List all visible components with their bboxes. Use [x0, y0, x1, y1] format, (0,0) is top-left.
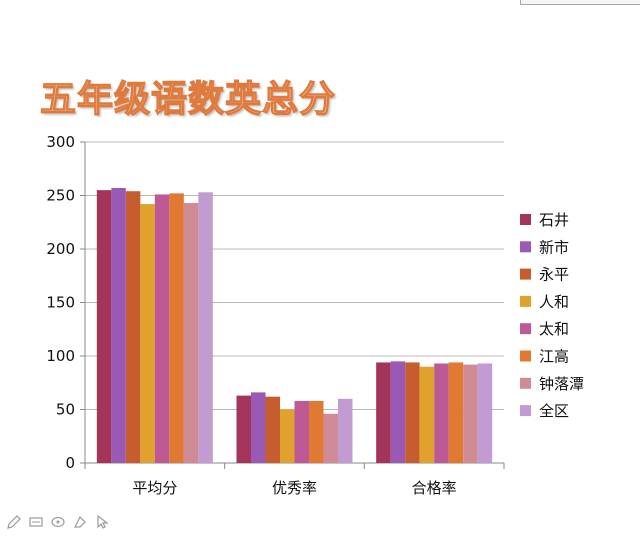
eraser-icon[interactable] — [50, 514, 66, 530]
y-tick-label: 0 — [65, 454, 75, 472]
bar-江高-平均分 — [169, 193, 184, 464]
y-tick-label: 300 — [46, 133, 75, 151]
bar-石井-平均分 — [96, 190, 112, 463]
bar-石井-优秀率 — [236, 395, 251, 463]
chart-title: 五年级语数英总分 — [39, 78, 337, 120]
bar-新市-优秀率 — [251, 392, 266, 463]
window-edge — [520, 0, 640, 5]
legend-swatch — [520, 377, 531, 389]
legend-label: 新市 — [539, 238, 569, 256]
bar-全区-合格率 — [477, 363, 493, 463]
bar-全区-优秀率 — [338, 398, 353, 463]
pen-icon[interactable] — [6, 514, 22, 530]
y-tick-label: 100 — [46, 347, 75, 365]
bar-全区-平均分 — [198, 192, 213, 464]
legend-label: 石井 — [539, 211, 569, 229]
legend-label: 永平 — [539, 266, 569, 284]
bar-江高-合格率 — [448, 362, 464, 463]
category-label: 合格率 — [412, 479, 457, 497]
legend-label: 江高 — [539, 348, 569, 366]
annotation-toolbar — [6, 514, 110, 530]
bar-石井-合格率 — [376, 362, 391, 463]
bar-新市-合格率 — [390, 361, 406, 463]
y-tick-label: 200 — [46, 240, 75, 258]
pointer-icon[interactable] — [94, 514, 110, 530]
legend-swatch — [520, 241, 531, 253]
bar-太和-优秀率 — [294, 400, 309, 463]
y-tick-label: 50 — [56, 401, 75, 419]
bar-钟落潭-优秀率 — [323, 413, 338, 463]
y-tick-label: 250 — [46, 187, 75, 205]
bar-人和-合格率 — [419, 366, 435, 463]
bar-太和-平均分 — [154, 194, 170, 463]
bar-钟落潭-平均分 — [183, 202, 199, 464]
legend-swatch — [520, 350, 531, 362]
bar-江高-优秀率 — [309, 400, 324, 463]
bar-永平-合格率 — [405, 362, 420, 463]
legend-label: 全区 — [539, 402, 569, 420]
bar-新市-平均分 — [111, 188, 126, 463]
bar-永平-平均分 — [125, 191, 141, 463]
bar-太和-合格率 — [434, 363, 449, 463]
y-tick-label: 150 — [46, 294, 75, 312]
legend-label: 钟落潭 — [539, 375, 584, 393]
screen-icon[interactable] — [28, 514, 44, 530]
legend-label: 人和 — [539, 293, 569, 311]
bar-永平-优秀率 — [265, 396, 280, 463]
legend-swatch — [520, 295, 531, 307]
legend-swatch — [520, 268, 531, 280]
category-label: 平均分 — [132, 479, 177, 497]
bar-人和-平均分 — [140, 204, 155, 463]
highlighter-icon[interactable] — [72, 514, 88, 530]
bar-人和-优秀率 — [280, 409, 295, 463]
category-label: 优秀率 — [272, 479, 317, 497]
legend-swatch — [520, 405, 531, 417]
bar-钟落潭-合格率 — [463, 364, 478, 463]
legend-label: 太和 — [539, 320, 569, 338]
legend-swatch — [520, 214, 531, 225]
legend-swatch — [520, 323, 531, 335]
